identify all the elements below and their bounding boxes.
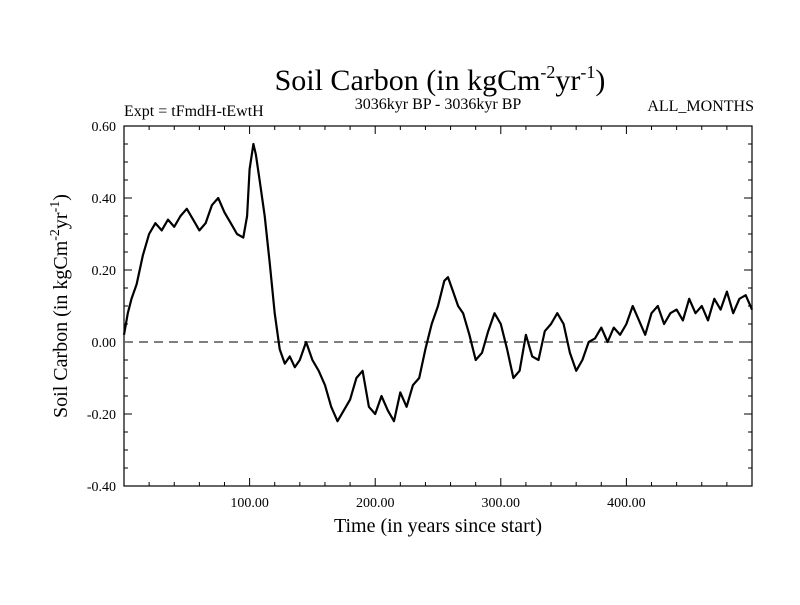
x-axis-label: Time (in years since start) [334,515,542,537]
chart-title: Soil Carbon (in kgCm-2yr-1) [275,62,606,97]
tick-labels: 100.00 200.00 300.00 400.00 -0.40 -0.20 0.00 0.… [87,120,646,511]
y-tick-label: 0.20 [92,264,117,279]
data-series [122,142,754,423]
x-tick-label: 200.00 [356,496,395,511]
y-tick-label: 0.60 [92,120,117,135]
y-tick-label: -0.20 [87,408,116,423]
subtitle-period: 3036kyr BP - 3036kyr BP [355,96,522,113]
x-tick-label: 300.00 [482,496,521,511]
series-line [122,142,754,423]
y-tick-label: 0.40 [92,192,117,207]
subtitle-months: ALL_MONTHS [647,98,754,115]
y-axis-label: Soil Carbon (in kgCm-2yr-1) [48,194,72,418]
x-tick-label: 400.00 [607,496,646,511]
y-tick-label: 0.00 [92,336,117,351]
y-tick-label: -0.40 [87,480,116,495]
subtitle-experiment: Expt = tFmdH-tEwtH [124,103,264,120]
x-tick-label: 100.00 [230,496,269,511]
